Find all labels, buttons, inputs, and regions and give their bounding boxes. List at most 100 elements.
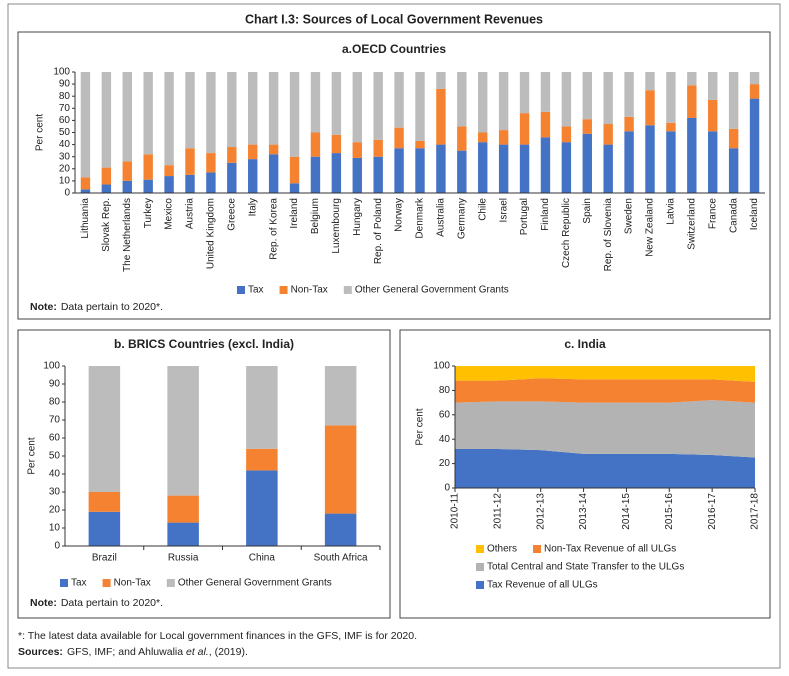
y-tick-label: 40 (439, 434, 451, 445)
bar-segment (708, 99, 718, 132)
x-tick-label: Slovak Rep. (101, 198, 112, 252)
x-tick-label: Australia (436, 198, 447, 237)
bar-segment (666, 122, 676, 132)
bar-segment (415, 148, 425, 193)
bar-segment (415, 72, 425, 141)
bar-segment (457, 72, 467, 127)
y-tick-label: 10 (49, 523, 61, 534)
legend-swatch (166, 579, 175, 587)
x-tick-label: 2011-12 (492, 493, 503, 529)
legend-label: Other General Government Grants (355, 285, 509, 296)
bar-segment (268, 72, 279, 145)
bar-segment (101, 167, 112, 185)
x-tick-label: South Africa (314, 553, 368, 564)
x-tick-label: Spain (582, 198, 593, 224)
x-tick-label: Hungary (352, 198, 363, 236)
legend-label: Tax (71, 578, 87, 589)
x-tick-label: Canada (728, 198, 739, 233)
bar-segment (394, 127, 404, 149)
legend-label: Non-Tax Revenue of all ULGs (544, 544, 676, 555)
bar-segment (206, 72, 216, 154)
bar-segment (289, 156, 300, 184)
legend-swatch (237, 286, 245, 294)
bar-segment (352, 142, 362, 158)
x-tick-label: Rep. of Slovenia (603, 198, 614, 272)
bar-segment (436, 72, 446, 89)
bar-segment (478, 132, 488, 143)
bar-segment (687, 117, 697, 193)
x-tick-label: Portugal (519, 198, 530, 235)
bar-segment (519, 72, 530, 114)
bar-segment (143, 154, 153, 180)
area (455, 378, 755, 403)
y-tick-label: 80 (59, 91, 71, 102)
note-label: Note: (30, 301, 57, 313)
bar-segment (394, 148, 404, 193)
note-text: Data pertain to 2020*. (61, 301, 163, 313)
bar-segment (80, 72, 91, 178)
panel-frame (17, 31, 771, 320)
bar-segment (436, 88, 446, 145)
legend-label: Non-Tax (114, 578, 151, 589)
bar-segment (122, 180, 132, 193)
x-tick-label: 2010-11 (450, 493, 461, 529)
x-tick-label: The Netherlands (122, 198, 133, 272)
panel-frame (399, 329, 771, 619)
y-tick-label: 80 (439, 385, 451, 396)
bar-segment (164, 165, 174, 177)
bar-segment (185, 174, 195, 193)
legend-label: Others (487, 544, 517, 555)
x-tick-label: Czech Republic (561, 198, 572, 268)
bar-segment (324, 425, 357, 514)
bar-segment (666, 72, 676, 123)
x-tick-label: 2013-14 (578, 493, 589, 530)
bar-segment (645, 72, 655, 91)
area (455, 366, 755, 382)
x-tick-label: 2017-18 (750, 493, 761, 530)
y-tick-label: 40 (49, 469, 61, 480)
chart-title: Chart I.3: Sources of Local Government R… (245, 12, 543, 26)
bar-segment (164, 72, 174, 166)
bar-segment (728, 128, 739, 149)
bar-segment (582, 72, 592, 120)
bar-segment (373, 156, 383, 193)
x-tick-label: Denmark (415, 197, 426, 239)
y-axis-label: Per cent (27, 437, 38, 474)
y-tick-label: 0 (444, 483, 450, 494)
x-tick-label: China (249, 553, 276, 564)
bar-segment (331, 72, 342, 135)
y-axis-label: Per cent (415, 408, 426, 445)
x-tick-label: France (707, 198, 718, 230)
bar-segment (603, 124, 613, 145)
bar-segment (749, 84, 760, 99)
bar-segment (728, 72, 739, 129)
y-tick-label: 30 (59, 151, 71, 162)
bar-segment (227, 162, 237, 193)
bar-segment (519, 144, 530, 193)
bar-segment (352, 72, 362, 143)
sources: Sources: GFS, IMF; and Ahluwalia et al., … (18, 646, 248, 658)
bar-segment (708, 131, 718, 193)
x-tick-label: Chile (477, 198, 488, 221)
bar-segment (624, 72, 634, 117)
bar-segment (582, 133, 592, 193)
bar-segment (164, 176, 174, 193)
bar-segment (457, 126, 467, 151)
bar-segment (122, 161, 132, 181)
x-tick-label: Mexico (164, 198, 175, 230)
bar-segment (227, 72, 237, 148)
bar-segment (167, 495, 199, 523)
x-tick-label: Israel (498, 198, 509, 222)
bar-segment (88, 511, 121, 546)
x-tick-label: Sweden (624, 198, 635, 234)
bar-segment (248, 144, 258, 160)
x-tick-label: Greece (226, 198, 237, 231)
bar-segment (248, 159, 258, 193)
bar-segment (310, 72, 321, 133)
bar-segment (519, 113, 530, 145)
bar-segment (88, 492, 121, 512)
y-tick-label: 20 (59, 163, 71, 174)
bar-segment (268, 154, 279, 193)
y-tick-label: 80 (49, 397, 61, 408)
bar-segment (246, 448, 278, 471)
